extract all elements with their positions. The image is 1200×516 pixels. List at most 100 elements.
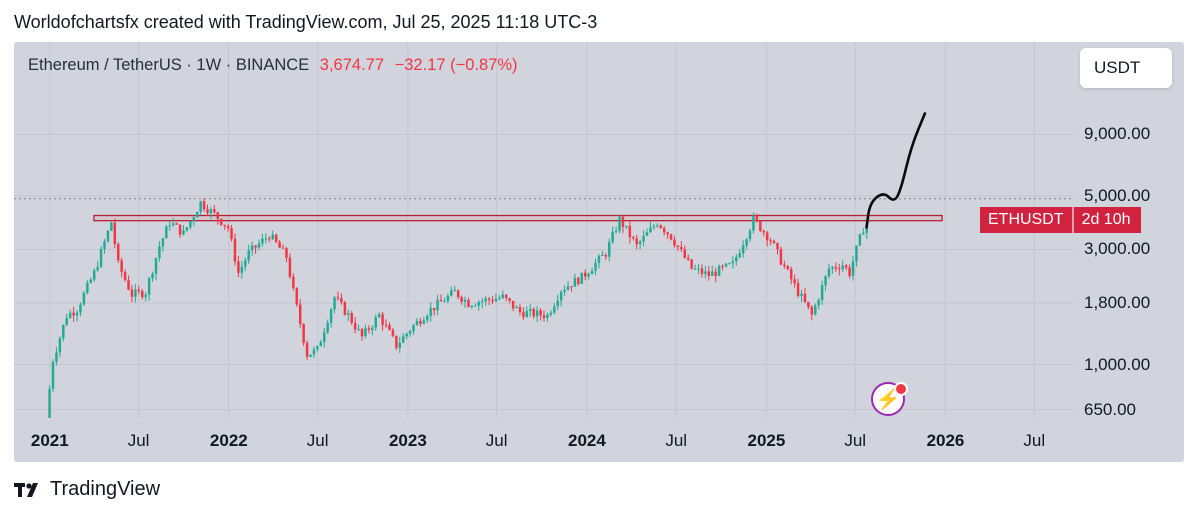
candle-body (765, 232, 769, 241)
candle-body (769, 240, 772, 242)
candle-body (494, 298, 498, 302)
candle-body (436, 299, 439, 311)
candle-body (161, 238, 165, 247)
candle-body (621, 216, 625, 228)
candle-body (511, 300, 515, 309)
candle-body (518, 307, 522, 313)
x-tick-label: 2022 (209, 431, 248, 450)
candle-body (158, 246, 161, 259)
candle-body (484, 298, 487, 302)
candle-body (700, 268, 704, 274)
candle-body (285, 248, 288, 258)
candle-body (491, 299, 494, 302)
candle-body (202, 201, 206, 210)
candle-body (467, 299, 470, 307)
candle-body (443, 301, 446, 303)
candle-body (642, 235, 645, 242)
currency-button[interactable]: USDT (1080, 48, 1172, 88)
tradingview-label: TradingView (50, 478, 161, 500)
chart-area[interactable]: Ethereum / TetherUS · 1W · BINANCE 3,674… (14, 42, 1184, 462)
candle-body (439, 299, 443, 302)
tradingview-logo[interactable]: TradingView (14, 478, 160, 501)
candle-body (539, 310, 542, 316)
candle-body (446, 295, 450, 302)
candle-body (553, 306, 556, 313)
candle-body (820, 285, 824, 301)
candle-body (165, 226, 168, 239)
candle-body (673, 239, 676, 246)
candle-body (55, 352, 58, 362)
candle-body (329, 309, 333, 323)
candle-body (381, 314, 384, 325)
candle-body (611, 231, 614, 243)
candle-body (278, 241, 281, 248)
candle-body (388, 324, 391, 331)
candle-body (807, 301, 810, 308)
candle-body (707, 271, 711, 277)
candle-body (336, 297, 340, 299)
candle-body (614, 230, 618, 232)
candle-body (99, 248, 103, 267)
candle-body (220, 218, 223, 225)
notification-dot (894, 382, 908, 396)
candle-body (783, 264, 786, 267)
candle-body (515, 307, 518, 309)
candle-body (302, 324, 305, 343)
candle-body (213, 209, 216, 213)
candle-body (391, 330, 395, 336)
price-chart[interactable] (14, 42, 1184, 462)
candle-body (154, 258, 158, 274)
y-tick-label: 5,000.00 (1084, 185, 1151, 205)
candle-body (810, 307, 814, 315)
candle-body (522, 312, 525, 318)
candle-body (58, 338, 62, 353)
candle-body (480, 301, 484, 303)
price-tag: ETHUSDT 2d 10h (980, 207, 1141, 233)
candle-body (412, 325, 415, 332)
candle-body (92, 270, 96, 280)
candle-body (192, 217, 196, 222)
candle-body (580, 272, 584, 284)
candle-body (755, 215, 759, 221)
resistance-zone (93, 214, 943, 222)
candle-body (353, 322, 357, 330)
y-tick-label: 3,000.00 (1084, 239, 1151, 259)
candle-body (398, 342, 402, 348)
candle-body (762, 231, 765, 233)
y-tick-label: 1,000.00 (1084, 354, 1151, 374)
candle-body (508, 298, 511, 301)
candle-body (426, 316, 429, 321)
candle-body (831, 266, 834, 269)
candle-body (288, 257, 292, 277)
candle-body (649, 227, 652, 233)
candle-body (752, 215, 755, 231)
candle-body (96, 266, 99, 271)
candle-body (498, 297, 501, 299)
candle-body (281, 247, 285, 249)
candle-body (858, 234, 862, 246)
candle-body (456, 290, 460, 298)
candle-body (566, 286, 570, 290)
candle-body (862, 232, 865, 235)
candle-body (645, 232, 649, 236)
candle-body (587, 274, 590, 277)
tradingview-icon (14, 482, 38, 497)
candle-body (628, 225, 632, 238)
candle-body (230, 228, 233, 239)
candle-body (82, 292, 86, 305)
candle-body (113, 222, 117, 245)
candle-body (556, 300, 559, 307)
candle-body (195, 212, 199, 218)
candle-body (309, 354, 312, 357)
candle-body (776, 243, 779, 250)
candle-body (573, 277, 577, 287)
candle-body (618, 216, 621, 231)
candle-body (738, 253, 741, 258)
candle-body (817, 300, 820, 306)
candle-body (350, 313, 353, 323)
candle-body (789, 269, 793, 280)
price-tag-divider (1071, 207, 1074, 233)
x-tick-label: 2025 (747, 431, 786, 450)
candle-body (731, 261, 735, 264)
candle-body (728, 263, 731, 265)
